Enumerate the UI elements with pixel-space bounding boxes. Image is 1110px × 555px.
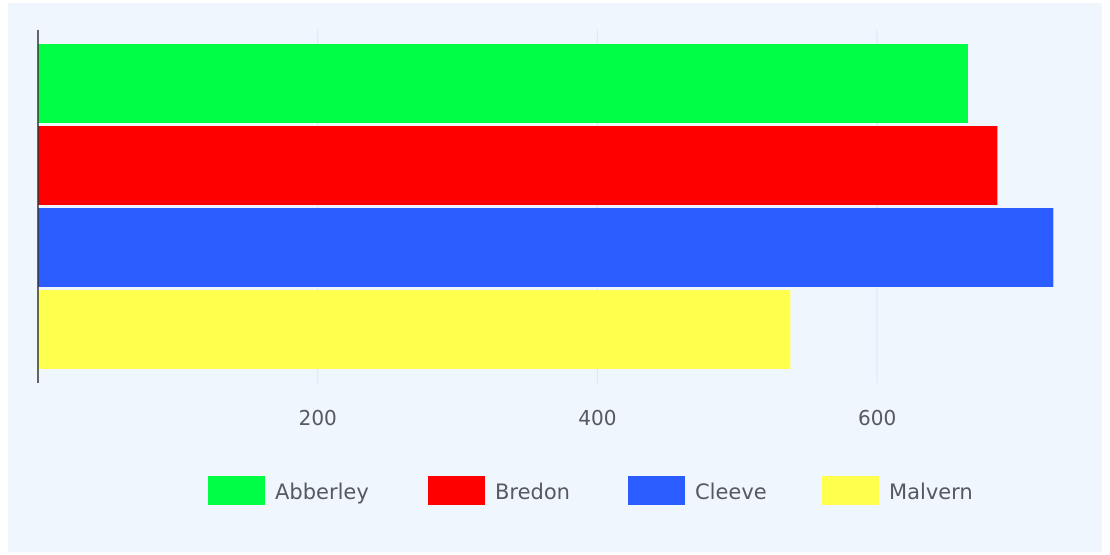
legend-swatch-bredon bbox=[428, 476, 485, 505]
bar-abberley bbox=[38, 44, 969, 123]
legend-swatch-malvern bbox=[822, 476, 879, 505]
bar-cleeve bbox=[38, 208, 1054, 287]
bar-malvern bbox=[38, 290, 791, 369]
x-axis-ticks: 200 400 600 bbox=[299, 406, 897, 430]
legend-swatch-abberley bbox=[208, 476, 265, 505]
legend-label-abberley: Abberley bbox=[275, 480, 369, 504]
x-tick-label-400: 400 bbox=[578, 406, 616, 430]
legend-label-malvern: Malvern bbox=[889, 480, 973, 504]
bar-bredon bbox=[38, 126, 998, 205]
legend-item-bredon: Bredon bbox=[428, 476, 570, 505]
x-tick-label-600: 600 bbox=[858, 406, 896, 430]
legend-item-malvern: Malvern bbox=[822, 476, 973, 505]
legend-item-cleeve: Cleeve bbox=[628, 476, 767, 505]
legend: Abberley Bredon Cleeve Malvern bbox=[208, 476, 973, 505]
legend-label-bredon: Bredon bbox=[495, 480, 570, 504]
x-tick-label-200: 200 bbox=[299, 406, 337, 430]
legend-swatch-cleeve bbox=[628, 476, 685, 505]
bars bbox=[38, 44, 1054, 369]
legend-label-cleeve: Cleeve bbox=[695, 480, 767, 504]
legend-item-abberley: Abberley bbox=[208, 476, 369, 505]
